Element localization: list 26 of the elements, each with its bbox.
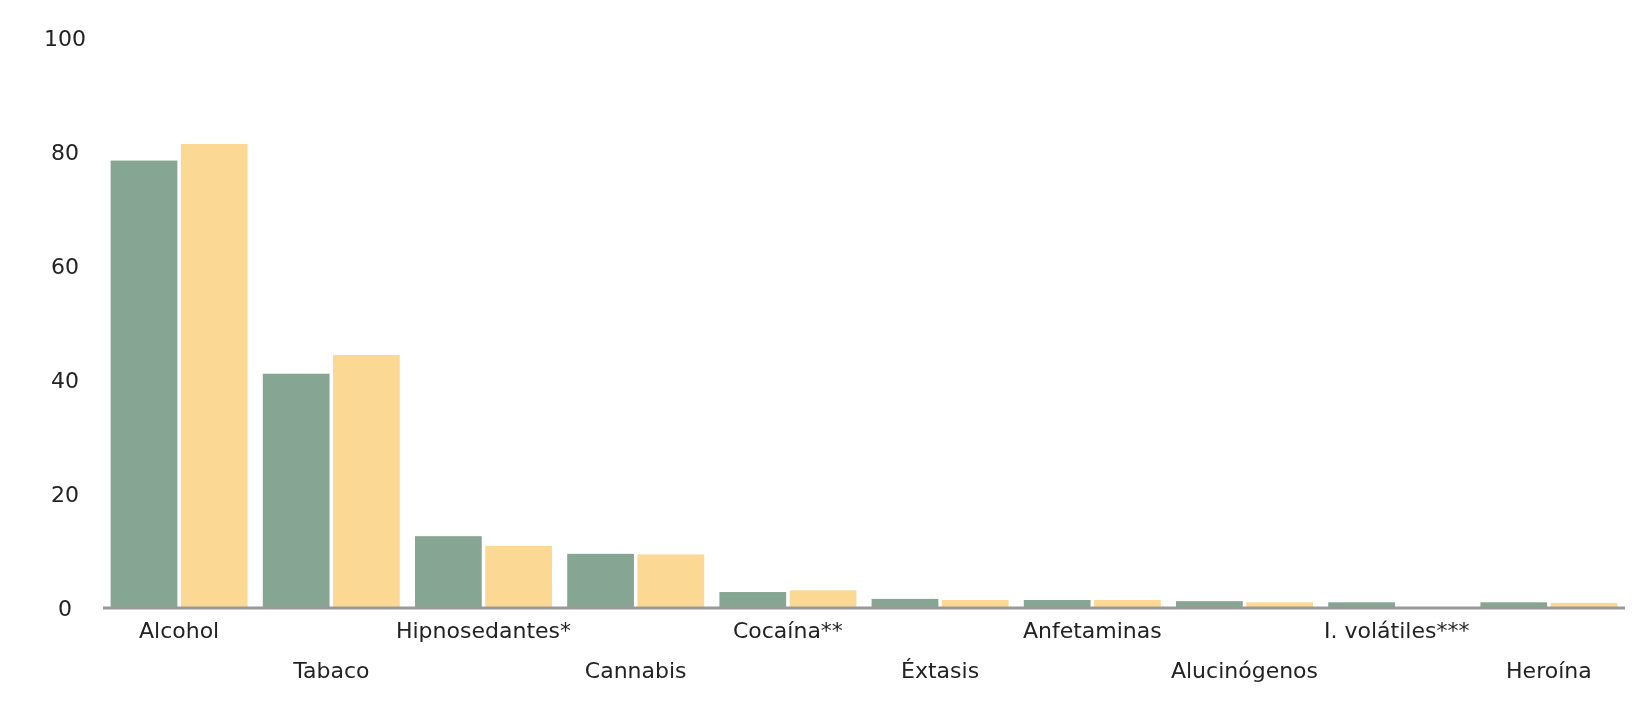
x-tick-label: Hipnosedantes* [395, 618, 572, 643]
bar [415, 536, 482, 608]
y-tick-label: 60 [51, 253, 79, 279]
bar [637, 554, 705, 608]
y-tick-label: 100 [44, 25, 86, 51]
y-tick-label: 40 [51, 367, 79, 393]
bar [180, 144, 248, 608]
x-tick-label: Alcohol [138, 618, 220, 643]
bar [485, 545, 552, 608]
x-tick-label: Tabaco [292, 658, 370, 683]
bar [789, 590, 857, 608]
x-tick-label: Cocaína** [732, 618, 843, 643]
bar [567, 553, 634, 608]
x-tick-label: I. volátiles*** [1324, 618, 1470, 643]
bar [110, 160, 178, 608]
bar [262, 373, 330, 608]
x-tick-label: Alucinógenos [1170, 658, 1319, 683]
y-tick-label: 20 [51, 481, 79, 507]
x-tick-label: Éxtasis [901, 658, 980, 683]
y-tick-label: 80 [51, 139, 79, 165]
x-tick-label: Heroína [1506, 658, 1592, 683]
x-tick-label: Anfetaminas [1022, 618, 1162, 643]
y-tick-label: 0 [58, 595, 72, 621]
bar [719, 592, 787, 608]
bar [333, 354, 400, 608]
x-tick-label: Cannabis [584, 658, 687, 683]
